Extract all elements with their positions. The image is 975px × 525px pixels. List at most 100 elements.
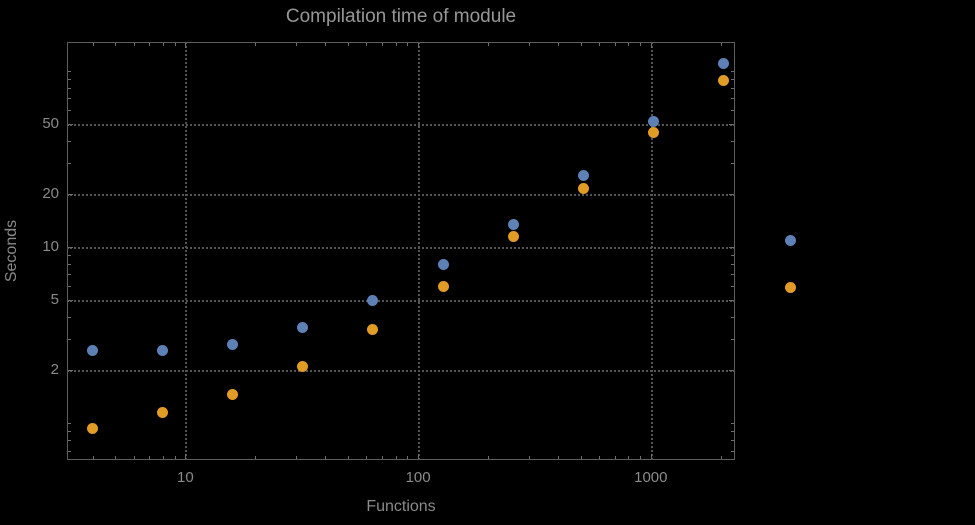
tick-mark [296,43,298,46]
tick-mark [68,423,71,425]
data-point-series-orange [507,230,519,242]
tick-mark [580,43,582,46]
tick-mark [68,317,71,319]
tick-mark [731,431,734,433]
tick-mark [729,300,734,302]
tick-mark [92,43,94,46]
y-tick-label: 20 [42,185,59,203]
y-tick-label: 10 [42,238,59,256]
grid-line-horizontal [67,247,735,250]
data-point-series-orange [437,280,449,292]
data-point-series-blue [87,344,99,356]
tick-mark [115,456,117,459]
x-tick-label: 100 [405,469,431,486]
tick-mark [382,43,384,46]
tick-mark [68,247,73,249]
tick-mark [650,454,652,459]
data-point-series-blue [297,322,309,334]
tick-mark [68,300,73,302]
plot-frame [67,42,735,460]
tick-mark [418,43,420,48]
tick-mark [731,423,734,425]
tick-mark [185,43,187,48]
tick-mark [68,370,73,372]
tick-mark [68,163,71,165]
tick-mark [133,456,135,459]
x-axis-label: Functions [366,498,436,515]
tick-mark [115,43,117,46]
tick-mark [558,456,560,459]
x-tick-label: 10 [177,469,194,486]
data-point-series-blue [227,339,239,351]
tick-mark [162,43,164,46]
tick-mark [731,79,734,81]
tick-mark [731,274,734,276]
tick-mark [731,110,734,112]
tick-mark [407,43,409,46]
tick-mark [185,454,187,459]
tick-mark [68,110,71,112]
grid-line-horizontal [67,194,735,197]
grid-line-horizontal [67,370,735,373]
tick-mark [325,456,327,459]
tick-mark [720,456,722,459]
tick-mark [68,431,71,433]
tick-mark [68,88,71,90]
tick-mark [529,456,531,459]
tick-mark [729,124,734,125]
tick-mark [366,456,368,459]
tick-mark [149,43,151,46]
y-tick-label: 2 [50,361,59,379]
y-tick-label: 5 [50,291,59,309]
tick-mark [296,456,298,459]
tick-mark [68,339,71,341]
tick-mark [68,70,71,72]
tick-mark [731,440,734,442]
tick-mark [68,98,71,100]
tick-mark [174,43,176,46]
tick-mark [640,456,642,459]
tick-mark [731,450,734,452]
legend-marker-series-blue [784,234,796,246]
tick-mark [348,456,350,459]
tick-mark [68,440,71,442]
grid-line-vertical [650,42,653,460]
tick-mark [599,456,601,459]
tick-mark [255,456,257,459]
tick-mark [720,43,722,46]
tick-mark [395,43,397,46]
tick-mark [580,456,582,459]
tick-mark [731,339,734,341]
grid-line-horizontal [67,300,735,303]
tick-mark [731,264,734,266]
data-point-series-blue [717,58,729,70]
tick-mark [640,43,642,46]
tick-mark [488,456,490,459]
tick-mark [255,43,257,46]
tick-mark [731,255,734,257]
data-point-series-blue [647,115,659,127]
tick-mark [614,456,616,459]
x-tick-label: 1000 [634,469,668,486]
data-point-series-blue [437,258,449,270]
data-point-series-orange [717,75,729,87]
tick-mark [418,454,420,459]
legend-marker-series-orange [784,281,796,293]
tick-mark [68,255,71,257]
tick-mark [599,43,601,46]
tick-mark [92,456,94,459]
grid-line-vertical [185,42,188,460]
chart-title: Compilation time of module [285,6,517,27]
tick-mark [731,88,734,90]
tick-mark [68,79,71,81]
tick-mark [68,286,71,288]
tick-mark [628,456,630,459]
grid-line-vertical [418,42,421,460]
data-point-series-blue [507,218,519,230]
tick-mark [529,43,531,46]
tick-mark [558,43,560,46]
tick-mark [68,141,71,143]
tick-mark [729,370,734,372]
data-point-series-orange [647,126,659,138]
tick-mark [731,317,734,319]
